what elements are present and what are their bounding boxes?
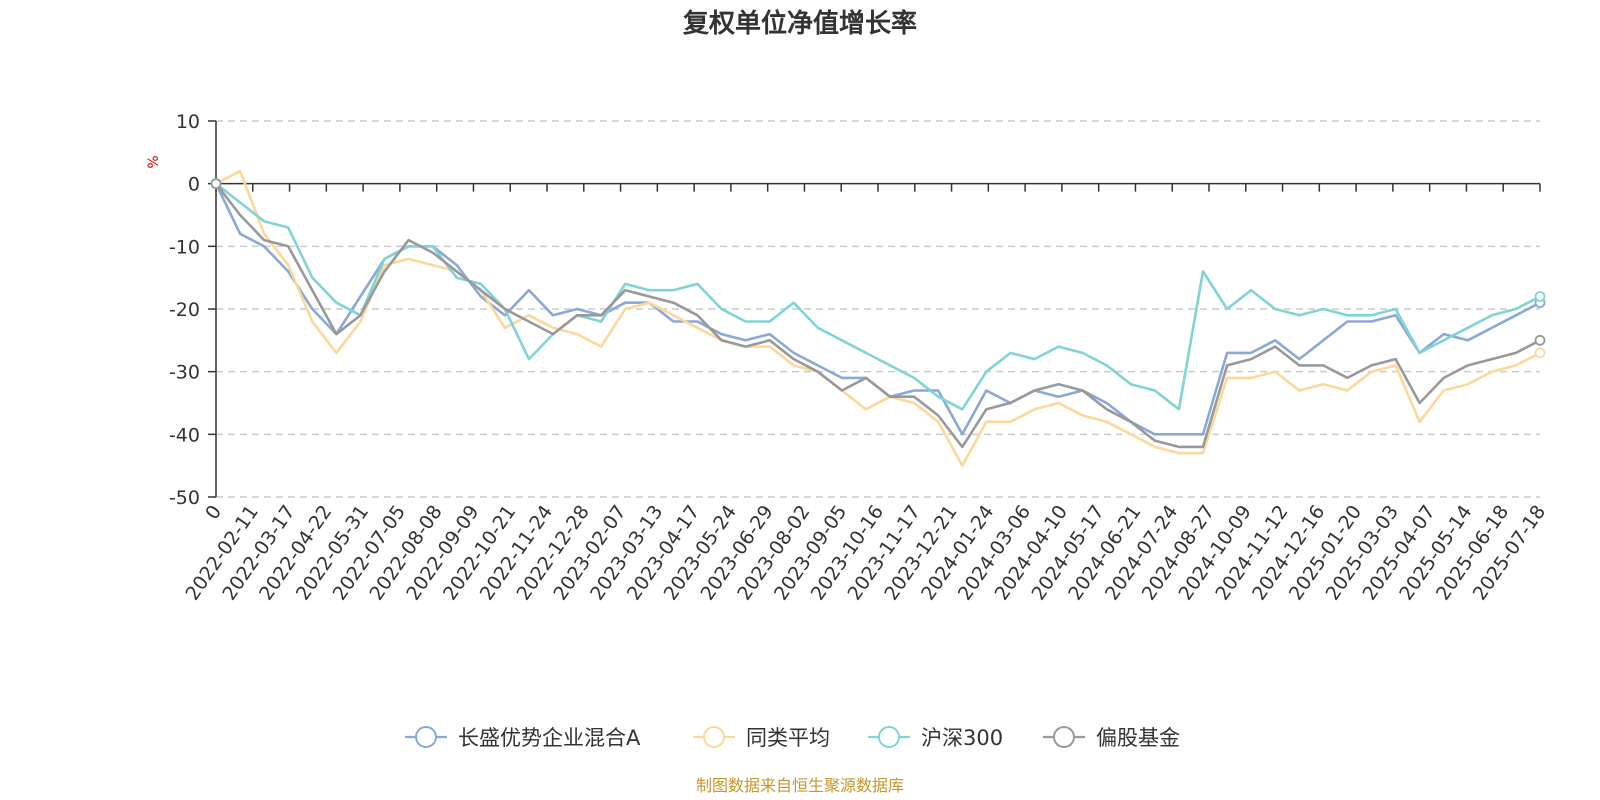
x-tick-labels: 02022-02-112022-03-172022-04-222022-05-3…: [182, 501, 1551, 604]
series-lines: [210, 169, 1546, 468]
y-axis-unit: %: [146, 155, 162, 168]
series-marker: [1534, 334, 1546, 346]
legend-marker: [878, 726, 900, 748]
series-marker: [1534, 347, 1546, 359]
y-tick-label: -50: [169, 487, 200, 509]
series-line-2: [215, 169, 1541, 468]
series-marker: [210, 178, 222, 190]
x-tick-label: 0: [201, 501, 226, 524]
y-tick-label: -40: [169, 424, 200, 446]
source-note: 制图数据来自恒生聚源数据库: [696, 776, 904, 795]
legend[interactable]: 长盛优势企业混合A 同类平均 沪深300 偏股基金: [405, 726, 1180, 750]
axes: [208, 120, 1541, 498]
legend-item-3[interactable]: 沪深300: [868, 726, 1003, 750]
legend-item-1[interactable]: 长盛优势企业混合A: [405, 726, 641, 750]
series-line-3: [215, 182, 1541, 411]
grid: [216, 120, 1540, 498]
legend-label: 沪深300: [921, 726, 1003, 750]
y-tick-label: -10: [169, 236, 200, 258]
legend-label: 同类平均: [746, 726, 830, 750]
y-tick-label: 10: [176, 111, 200, 133]
legend-marker: [415, 726, 437, 748]
chart-title: 复权单位净值增长率: [683, 8, 917, 39]
legend-label: 偏股基金: [1096, 726, 1180, 750]
legend-marker: [1053, 726, 1075, 748]
legend-label: 长盛优势企业混合A: [458, 726, 641, 750]
legend-item-2[interactable]: 同类平均: [693, 726, 830, 750]
y-tick-label: -20: [169, 299, 200, 321]
y-tick-label: -30: [169, 362, 200, 384]
legend-marker: [703, 726, 725, 748]
series-line-4: [214, 182, 1541, 449]
legend-item-4[interactable]: 偏股基金: [1043, 726, 1180, 750]
y-tick-label: 0: [188, 174, 200, 196]
y-tick-labels: 10 0 -10 -20 -30 -40 -50: [169, 111, 200, 509]
series-marker: [1534, 291, 1546, 302]
